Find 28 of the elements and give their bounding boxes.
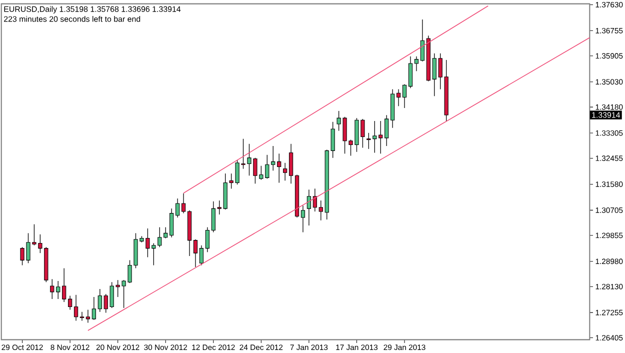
candlestick	[288, 144, 294, 184]
candlestick	[56, 280, 60, 300]
candlestick	[80, 312, 84, 322]
candlestick	[420, 19, 424, 62]
candlestick	[50, 279, 54, 300]
candlestick	[86, 310, 90, 324]
candlestick	[68, 296, 72, 310]
candlestick	[402, 84, 407, 108]
candlestick	[170, 208, 174, 238]
candlestick	[199, 245, 204, 266]
candlestick	[62, 268, 66, 303]
candlestick	[92, 296, 96, 320]
candlestick	[98, 288, 102, 312]
candlestick	[414, 56, 419, 72]
candlestick	[306, 189, 312, 226]
candlestick	[408, 56, 413, 89]
candlestick	[300, 205, 306, 233]
candlestick	[283, 162, 288, 182]
candlestick	[176, 198, 180, 218]
candlestick	[312, 188, 317, 212]
candlestick	[193, 239, 198, 268]
candlestick	[74, 294, 78, 322]
candlestick	[205, 227, 210, 253]
candlestick	[181, 193, 186, 214]
candlestick	[396, 89, 401, 107]
candlestick	[318, 200, 323, 221]
candlestick	[384, 114, 389, 146]
candlestick	[277, 154, 282, 184]
